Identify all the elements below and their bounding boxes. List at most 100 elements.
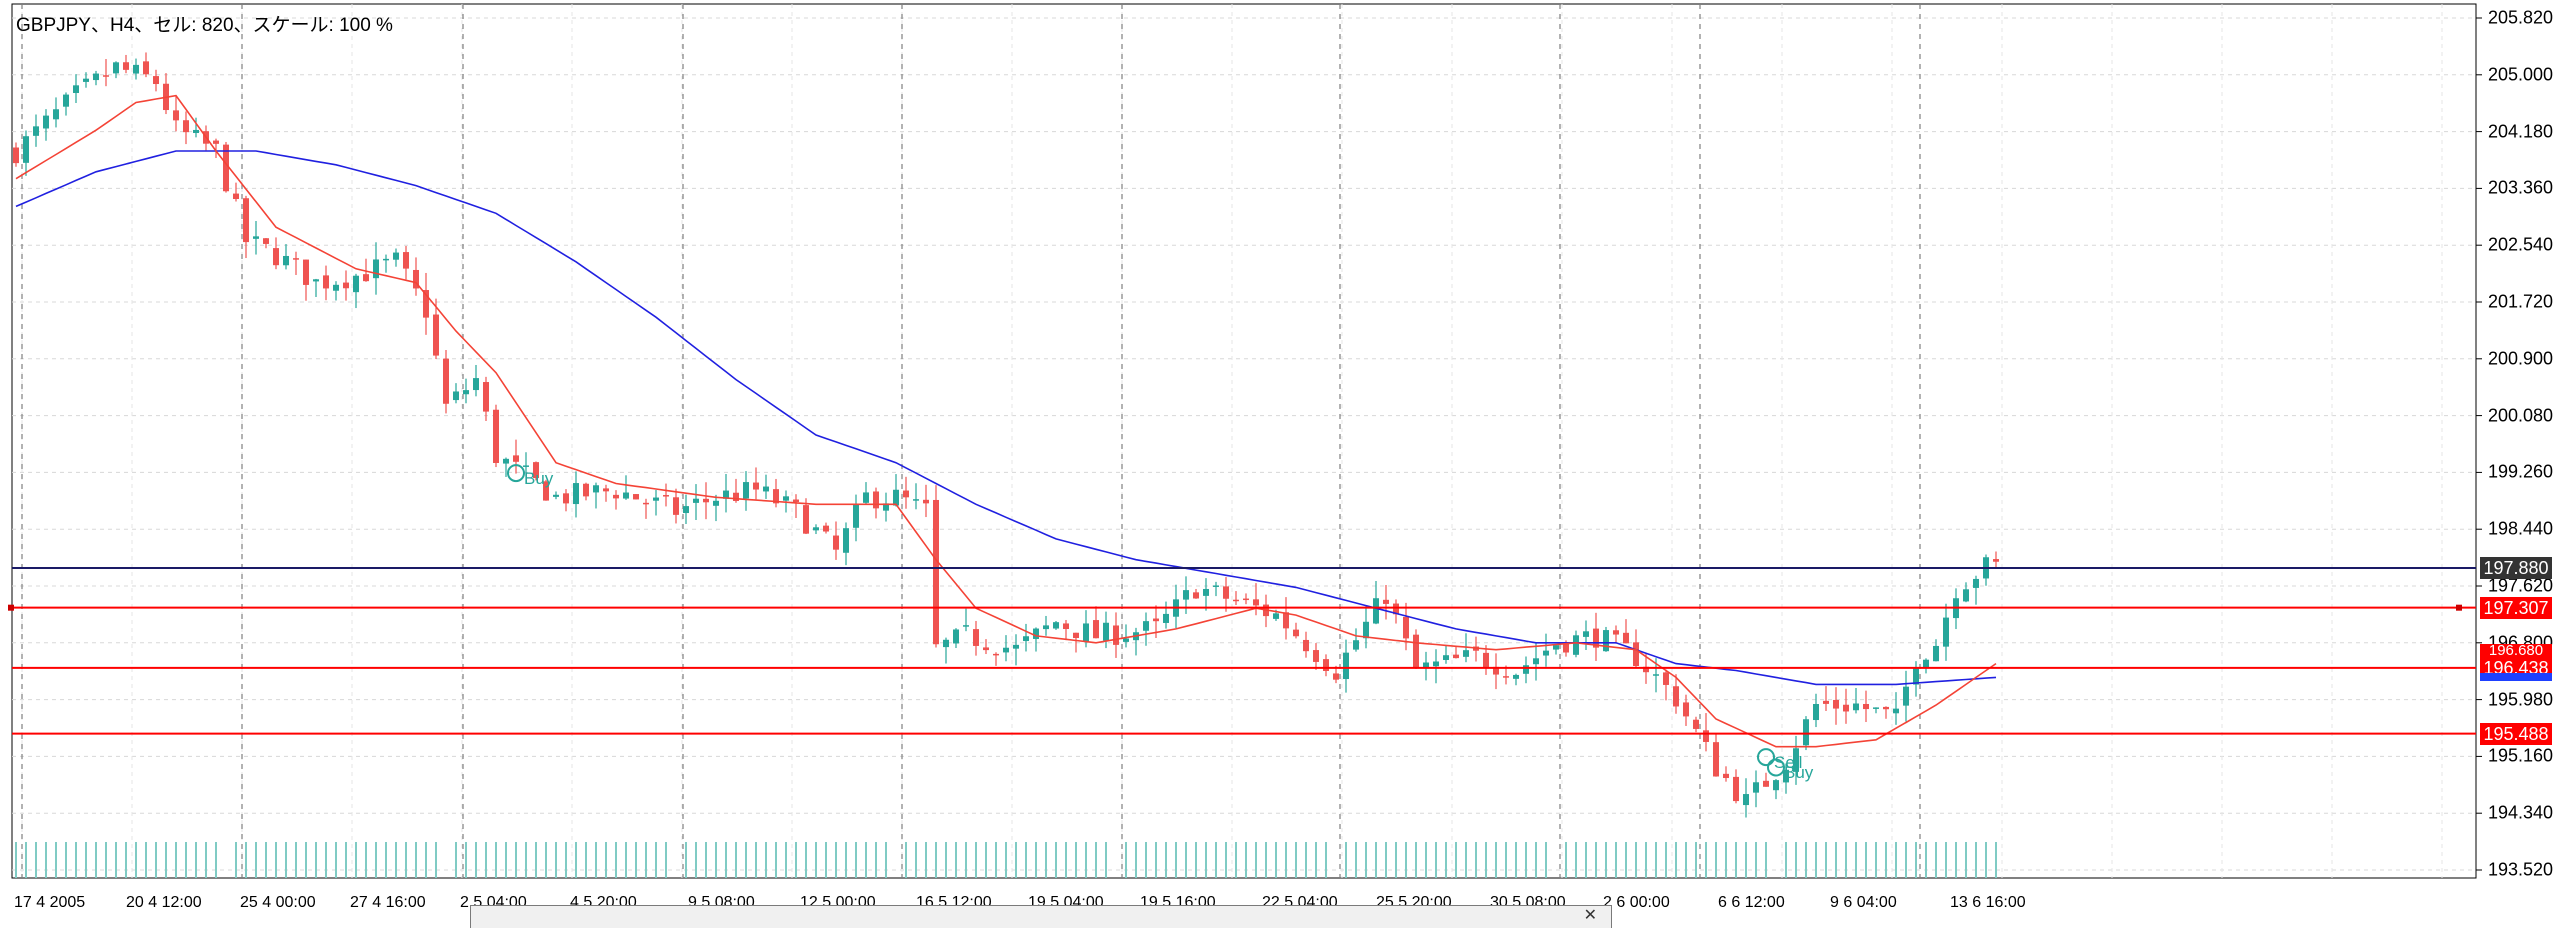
candle-body: [603, 488, 609, 492]
candle-body: [113, 62, 119, 74]
trade-marker-icon: [1767, 758, 1785, 777]
candle-body: [803, 505, 809, 534]
volume-bar: [1955, 842, 1957, 878]
candle-body: [193, 129, 199, 134]
candle-body: [673, 497, 679, 515]
candle-body: [503, 458, 509, 464]
candle-body: [343, 282, 349, 289]
candle-body: [1963, 589, 1969, 602]
volume-bar: [1345, 842, 1347, 878]
volume-bar: [385, 842, 387, 878]
candle-body: [1523, 665, 1529, 674]
volume-bar: [1145, 842, 1147, 878]
close-icon[interactable]: ✕: [1583, 907, 1597, 924]
candle-body: [1493, 666, 1499, 675]
volume-bar: [115, 842, 117, 878]
candle-body: [483, 382, 489, 412]
volume-bar: [1035, 842, 1037, 878]
candle-body: [1823, 700, 1829, 704]
candle-body: [1403, 616, 1409, 639]
candle-body: [1803, 719, 1809, 746]
volume-bar: [1925, 842, 1927, 878]
volume-bar: [1815, 842, 1817, 878]
volume-bar: [1835, 842, 1837, 878]
popup-window[interactable]: ✕: [470, 905, 1612, 928]
volume-bar: [875, 842, 877, 878]
candle-body: [133, 64, 139, 74]
volume-bar: [85, 842, 87, 878]
volume-bar: [1175, 842, 1177, 878]
candle-body: [1513, 674, 1519, 679]
candle-body: [1353, 640, 1359, 650]
volume-bar: [1915, 842, 1917, 878]
volume-bar: [65, 842, 67, 878]
volume-bar: [935, 842, 937, 878]
candle-body: [983, 647, 989, 651]
candle-body: [323, 275, 329, 289]
volume-bar: [535, 842, 537, 878]
candle-body: [443, 358, 449, 404]
candle-body: [1453, 654, 1459, 659]
candle-body: [43, 115, 49, 129]
volume-bar: [165, 842, 167, 878]
y-tick-label: 199.260: [2488, 461, 2554, 482]
candle-body: [1323, 659, 1329, 671]
volume-bar: [335, 842, 337, 878]
candle-body: [573, 483, 579, 505]
candle-body: [1643, 666, 1649, 673]
candle-body: [1313, 650, 1319, 662]
volume-bar: [45, 842, 47, 878]
volume-bar: [665, 842, 667, 878]
volume-bar: [1195, 842, 1197, 878]
candle-body: [1693, 719, 1699, 729]
candle-body: [1093, 620, 1099, 639]
candle-body: [1773, 780, 1779, 791]
candle-body: [403, 252, 409, 269]
volume-bar: [1155, 842, 1157, 878]
candle-body: [1143, 621, 1149, 631]
volume-bar: [1525, 842, 1527, 878]
volume-bar: [1495, 842, 1497, 878]
candle-body: [1243, 598, 1249, 601]
candle-body: [1663, 672, 1669, 685]
trade-label: Sell: [1774, 753, 1803, 773]
candle-body: [1923, 659, 1929, 669]
x-tick-label: 25 4 00:00: [240, 894, 316, 911]
volume-bar: [1665, 842, 1667, 878]
candle-body: [563, 493, 569, 504]
trade-label: Buy: [524, 469, 554, 489]
volume-bar: [1685, 842, 1687, 878]
candle-body: [413, 269, 419, 289]
candle-body: [263, 238, 269, 244]
candle-body: [1673, 686, 1679, 707]
candle-body: [1993, 559, 1999, 562]
volume-bars: [15, 842, 1997, 878]
candle-body: [1753, 782, 1759, 793]
candle-body: [1063, 623, 1069, 630]
candle-body: [933, 499, 939, 645]
ma-slow-line: [15, 150, 1997, 686]
candle-body: [1913, 667, 1919, 685]
volume-bar: [175, 842, 177, 878]
volume-bar: [625, 842, 627, 878]
volume-bar: [965, 842, 967, 878]
volume-bar: [1075, 842, 1077, 878]
volume-bar: [25, 842, 27, 878]
volume-bar: [95, 842, 97, 878]
volume-bar: [765, 842, 767, 878]
volume-bar: [1595, 842, 1597, 878]
level-price-tag: 195.488: [2480, 722, 2552, 745]
volume-bar: [585, 842, 587, 878]
candle-body: [1433, 661, 1439, 667]
volume-bar: [1475, 842, 1477, 878]
volume-bar: [1305, 842, 1307, 878]
candle-body: [1713, 742, 1719, 777]
candle-body: [63, 94, 69, 107]
volume-bar: [1865, 842, 1867, 878]
volume-bar: [155, 842, 157, 878]
volume-bar: [1935, 842, 1937, 878]
volume-bar: [215, 842, 217, 878]
volume-bar: [1505, 842, 1507, 878]
